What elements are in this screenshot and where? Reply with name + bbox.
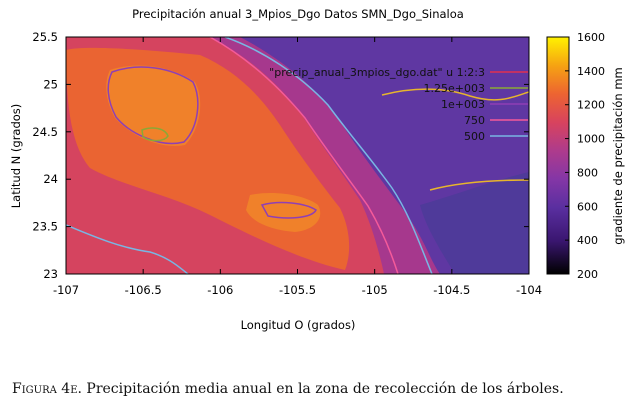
y-tick-label: 24.5 — [32, 125, 58, 139]
heatmap-region-1400b — [246, 193, 321, 232]
legend: "precip_anual_3mpios_dgo.dat" u 1:2:3 1.2… — [269, 66, 528, 143]
colorbar-tick-label: 600 — [577, 200, 598, 213]
colorbar-tick-label: 800 — [577, 166, 598, 179]
contour-dry-b — [429, 179, 529, 191]
contour-1000 — [107, 66, 199, 145]
colorbar-tick-label: 1600 — [577, 31, 605, 44]
y-axis: 23 23.5 24 24.5 25 25.5 — [32, 30, 529, 281]
colorbar — [546, 36, 570, 275]
legend-label: "precip_anual_3mpios_dgo.dat" u 1:2:3 — [269, 66, 485, 79]
chart-title: Precipitación anual 3_Mpios_Dgo Datos SM… — [132, 7, 464, 21]
x-tick-label: -106.5 — [125, 283, 162, 297]
y-tick-label: 25.5 — [32, 30, 58, 44]
legend-label: 750 — [464, 114, 485, 127]
caption-label: Figura 4e. — [12, 381, 82, 397]
contour-1250 — [141, 127, 169, 142]
figure-caption: Figura 4e. Precipitación media anual en … — [12, 381, 622, 397]
x-axis-label: Longitud O (grados) — [241, 318, 356, 332]
y-tick-label: 23.5 — [32, 220, 58, 234]
x-tick-label: -105.5 — [279, 283, 316, 297]
x-tick-label: -104 — [516, 283, 542, 297]
contour-1000-b — [260, 201, 317, 219]
y-tick-label: 23 — [43, 267, 58, 281]
x-tick-label: -104.5 — [433, 283, 470, 297]
x-tick-label: -107 — [53, 283, 79, 297]
heatmap-region-dry-east — [420, 172, 529, 274]
x-axis: -107 -106.5 -106 -105.5 -105 -104.5 -104 — [53, 37, 542, 297]
legend-label: 1e+003 — [441, 98, 485, 111]
colorbar-tick-label: 1200 — [577, 99, 605, 112]
y-tick-label: 25 — [43, 77, 58, 91]
colorbar-tick-label: 1400 — [577, 65, 605, 78]
legend-label: 500 — [464, 130, 485, 143]
heatmap-region-1400 — [106, 65, 201, 146]
colorbar-label: gradiente de precipitación mm — [611, 67, 625, 245]
y-tick-label: 24 — [43, 172, 58, 186]
x-tick-label: -106 — [207, 283, 233, 297]
contour-750 — [209, 37, 399, 274]
y-axis-label: Latitud N (grados) — [9, 104, 23, 209]
contour-500-b — [66, 224, 189, 274]
colorbar-tick-label: 1000 — [577, 133, 605, 146]
legend-label: 1.25e+003 — [424, 82, 485, 95]
colorbar-axis: 200 400 600 800 1000 1200 1400 1600 — [565, 31, 605, 281]
contour-lines — [66, 37, 529, 274]
contour-500 — [224, 37, 433, 274]
caption-text: Precipitación media anual en la zona de … — [86, 381, 564, 397]
contour-dry — [381, 88, 529, 101]
x-tick-label: -105 — [362, 283, 388, 297]
colorbar-tick-label: 400 — [577, 234, 598, 247]
colorbar-tick-label: 200 — [577, 268, 598, 281]
